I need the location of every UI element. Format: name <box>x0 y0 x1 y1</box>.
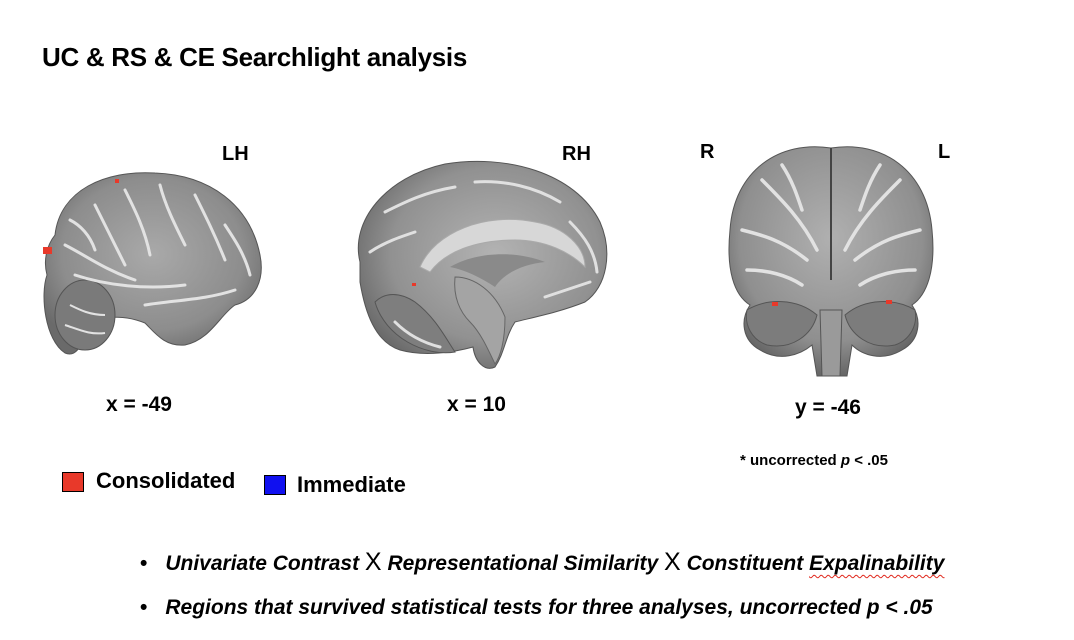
bullet-1-part3: Constituent <box>680 552 810 575</box>
threshold-note-prefix: * uncorrected <box>740 452 841 469</box>
hemisphere-label-rh: RH <box>562 143 591 165</box>
coordinate-label-sagittal-right: x = 10 <box>447 393 506 416</box>
coordinate-label-sagittal-left: x = -49 <box>106 393 172 416</box>
threshold-note-suffix: < .05 <box>850 452 888 469</box>
multiply-symbol-1: X <box>364 548 382 576</box>
bullet-item-2: • Regions that survived statistical tests… <box>140 596 933 620</box>
bullet-1-part2: Representational Similarity <box>381 552 665 575</box>
bullet-item-1: • Univariate Contrast X Representational … <box>140 548 944 577</box>
brain-image-sagittal-right <box>357 160 608 369</box>
orientation-label-l: L <box>938 141 951 163</box>
brain-image-sagittal-left <box>43 172 262 355</box>
threshold-note: * uncorrected p < .05 <box>740 452 888 469</box>
bullet-1-part1: Univariate Contrast <box>165 552 365 575</box>
spellcheck-word: Expalinability <box>809 552 945 575</box>
coordinate-label-coronal: y = -46 <box>795 396 861 419</box>
bullet-glyph: • <box>140 596 148 619</box>
legend-label-consolidated: Consolidated <box>96 468 236 493</box>
hemisphere-label-lh: LH <box>222 143 249 165</box>
bullet-2-text: Regions that survived statistical tests … <box>165 596 933 619</box>
orientation-label-r: R <box>700 141 715 163</box>
multiply-symbol-2: X <box>664 548 681 576</box>
legend-label-immediate: Immediate <box>297 472 406 497</box>
page-title: UC & RS & CE Searchlight analysis <box>42 42 468 72</box>
legend-swatch-consolidated <box>62 472 84 492</box>
brain-image-coronal <box>728 146 934 377</box>
threshold-note-p: p <box>840 452 851 469</box>
legend-swatch-immediate <box>264 475 286 495</box>
bullet-glyph: • <box>140 552 148 575</box>
